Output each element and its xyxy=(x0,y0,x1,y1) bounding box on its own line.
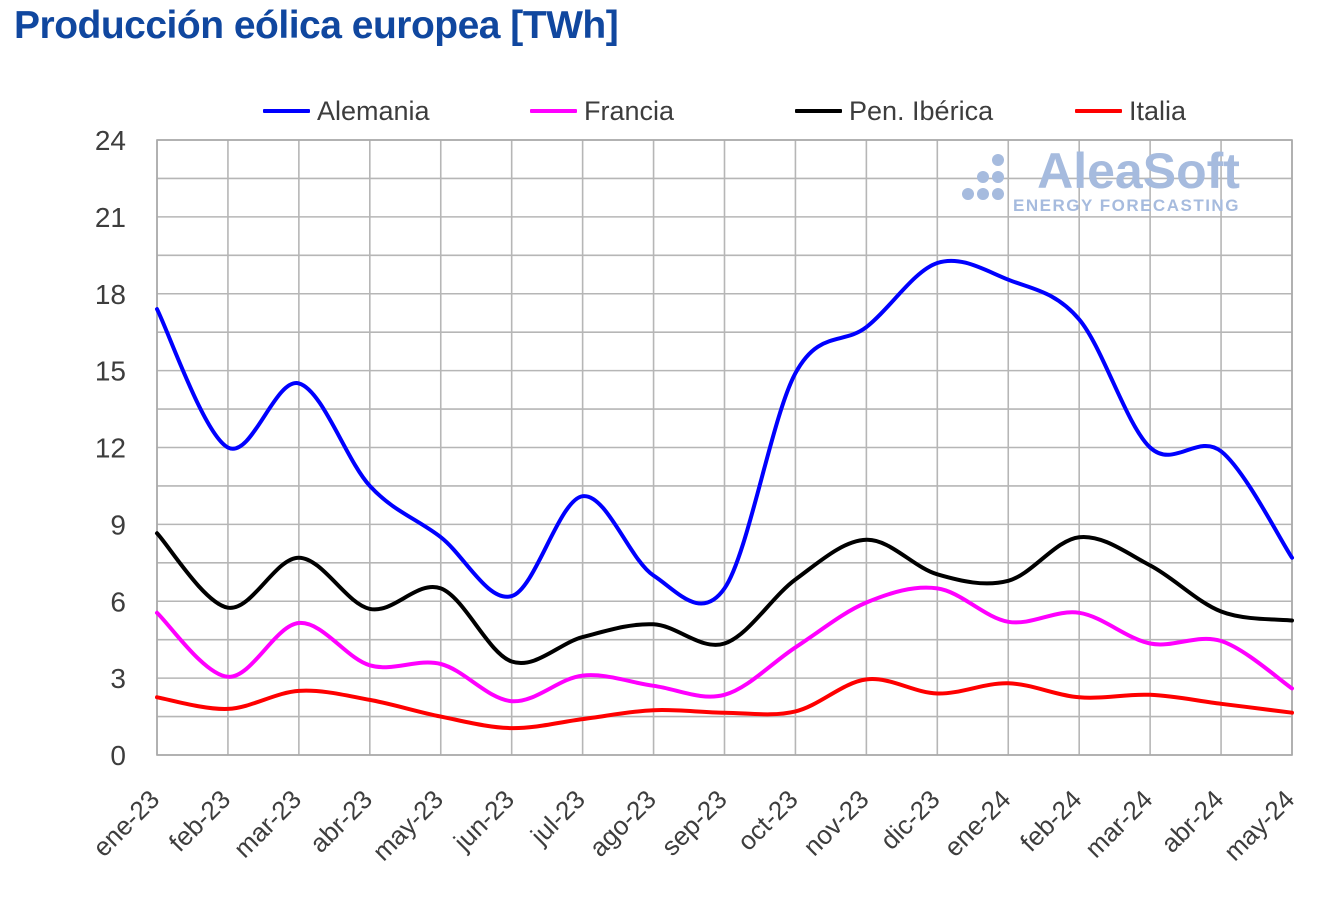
plot-border xyxy=(156,139,1293,756)
x-tick-label: sep-23 xyxy=(655,784,732,861)
y-tick-label: 24 xyxy=(95,125,126,156)
x-tick-label: may-23 xyxy=(366,784,449,867)
y-tick-label: 3 xyxy=(110,663,126,694)
page-title: Producción eólica europea [TWh] xyxy=(14,4,619,47)
x-tick-label: jul-23 xyxy=(524,784,591,851)
series-line-italia xyxy=(155,677,1294,731)
legend-swatch xyxy=(795,109,842,113)
x-tick-label: jun-23 xyxy=(447,784,520,857)
x-tick-label: ene-24 xyxy=(938,784,1016,862)
legend-label: Pen. Ibérica xyxy=(849,95,994,126)
y-tick-label: 9 xyxy=(110,509,126,540)
series-line-alemania xyxy=(155,258,1294,606)
x-tick-label: oct-23 xyxy=(731,784,803,856)
y-tick-label: 12 xyxy=(95,433,126,464)
x-tick-label: feb-23 xyxy=(163,784,236,857)
y-tick-label: 21 xyxy=(95,202,126,233)
y-tick-label: 0 xyxy=(110,740,126,771)
x-tick-label: may-24 xyxy=(1218,784,1301,867)
legend-swatch xyxy=(530,109,577,113)
x-tick-label: ago-23 xyxy=(583,784,661,862)
x-tick-label: dic-23 xyxy=(874,784,945,855)
legend-swatch xyxy=(263,109,310,113)
x-tick-label: abr-23 xyxy=(304,784,378,858)
legend-item-alemania[interactable]: Alemania xyxy=(263,96,430,126)
y-tick-label: 18 xyxy=(95,279,126,310)
legend-item-pen-ib-rica[interactable]: Pen. Ibérica xyxy=(795,96,993,126)
legend-label: Alemania xyxy=(317,95,430,126)
series-line-francia xyxy=(155,585,1294,704)
y-tick-label: 15 xyxy=(95,356,126,387)
legend-label: Italia xyxy=(1129,95,1187,126)
legend-label: Francia xyxy=(584,95,675,126)
legend-item-francia[interactable]: Francia xyxy=(530,96,674,126)
legend-swatch xyxy=(1075,109,1122,113)
x-tick-label: mar-24 xyxy=(1079,784,1158,863)
y-tick-label: 6 xyxy=(110,586,126,617)
x-tick-label: ene-23 xyxy=(87,784,165,862)
legend-item-italia[interactable]: Italia xyxy=(1075,96,1186,126)
x-tick-label: abr-24 xyxy=(1155,784,1229,858)
x-tick-label: nov-23 xyxy=(797,784,874,861)
x-tick-label: feb-24 xyxy=(1014,784,1087,857)
series-line-pen-ib-rica xyxy=(155,531,1294,665)
x-tick-label: mar-23 xyxy=(228,784,307,863)
